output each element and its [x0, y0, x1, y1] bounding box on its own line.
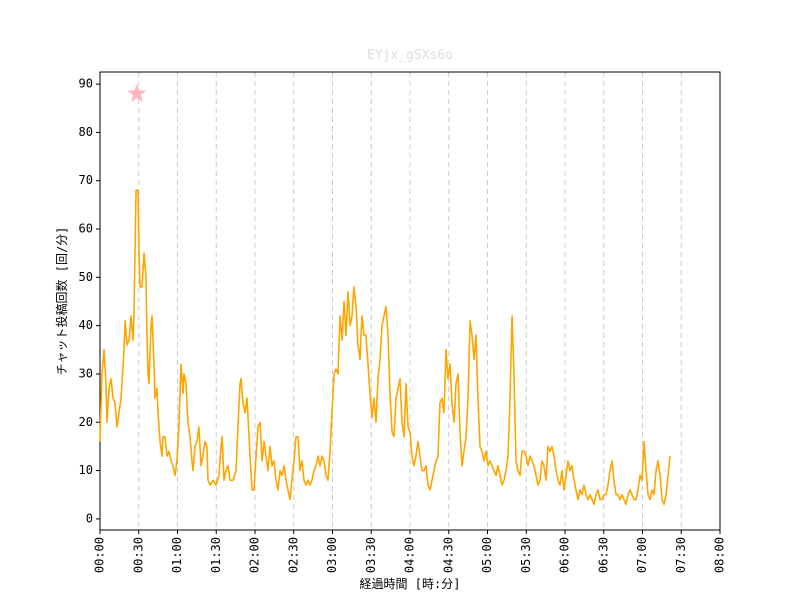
x-tick-label: 02:30	[286, 537, 300, 573]
x-tick-label: 06:30	[596, 537, 610, 573]
x-tick-label: 01:30	[209, 537, 223, 573]
x-tick-label: 00:30	[131, 537, 145, 573]
y-tick-label: 50	[79, 270, 93, 284]
plot-frame	[99, 71, 721, 531]
y-axis-label: チャット投稿回数 [回/分]	[54, 227, 69, 376]
y-tick-label: 30	[79, 366, 93, 380]
chart-title: EYjx_gSXs6o	[367, 48, 453, 63]
y-tick-label: 40	[79, 318, 93, 332]
x-tick-label: 03:30	[364, 537, 378, 573]
x-tick-label: 03:00	[325, 537, 339, 573]
x-tick-label: 05:00	[480, 537, 494, 573]
y-tick-label: 10	[79, 463, 93, 477]
y-tick-label: 80	[79, 125, 93, 139]
x-tick-label: 01:00	[170, 537, 184, 573]
x-tick-label: 08:00	[713, 537, 727, 573]
data-line	[99, 189, 671, 506]
y-tick-label: 70	[79, 173, 93, 187]
x-tick-label: 06:00	[558, 537, 572, 573]
x-tick-label: 00:00	[93, 537, 107, 573]
y-tick-label: 20	[79, 415, 93, 429]
x-tick-label: 04:00	[403, 537, 417, 573]
x-axis-label: 経過時間 [時:分]	[360, 577, 461, 591]
x-tick-label: 02:00	[248, 537, 262, 573]
y-tick-label: 90	[79, 77, 93, 91]
y-tick-label: 60	[79, 222, 93, 236]
x-tick-label: 05:30	[519, 537, 533, 573]
star-marker	[127, 83, 147, 102]
x-tick-label: 07:00	[635, 537, 649, 573]
y-tick-label: 0	[86, 511, 93, 525]
x-tick-label: 04:30	[441, 537, 455, 573]
x-tick-label: 07:30	[674, 537, 688, 573]
